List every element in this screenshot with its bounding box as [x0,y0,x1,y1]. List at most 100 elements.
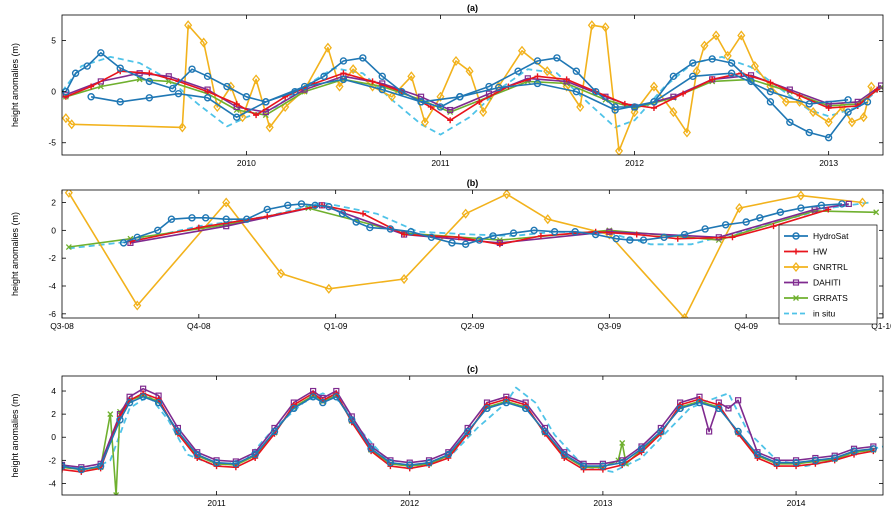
data-point [366,223,374,232]
data-point [97,49,105,57]
legend: HydroSat HW GNRTRL DAHITI GRRATS in situ [778,224,878,325]
data-point [146,70,153,77]
y-tick-label: 2 [51,198,56,208]
data-point [265,122,274,133]
data-point [537,232,544,239]
data-point [67,119,76,130]
data-point [680,230,689,239]
data-point [825,206,832,213]
data-point [530,226,538,235]
x-tick-label: Q4-08 [187,321,211,331]
data-point [572,87,581,96]
legend-marker [793,295,799,301]
data-point [359,54,367,62]
data-point [680,90,687,97]
data-point [709,76,716,83]
data-point [436,103,445,111]
data-point [753,450,762,459]
data-point [406,461,414,469]
data-point [107,411,114,418]
y-tick-label: -2 [48,455,56,465]
data-point [550,228,559,236]
data-point [263,205,271,214]
data-point [463,427,472,436]
legend-marker [792,279,800,286]
data-point [360,210,367,217]
data-point [502,398,511,407]
data-point [401,231,408,238]
data-point [475,236,484,244]
data-point [770,223,777,230]
data-point [825,104,832,111]
data-point [96,462,105,470]
data-point [311,201,319,210]
data-point [773,458,781,467]
data-point [721,221,730,229]
panel-title: (b) [467,178,479,188]
data-point [188,65,196,73]
y-axis-label: height anomalies (m) [10,212,20,296]
legend-label: DAHITI [813,278,841,288]
data-point [174,89,183,98]
data-point [669,72,678,81]
data-point [781,96,790,107]
data-point [669,107,678,118]
data-point [563,76,570,83]
data-point [420,117,429,128]
data-point [727,59,736,67]
data-point [270,427,279,436]
data-point [838,200,846,208]
data-point [534,73,541,80]
y-tick-label: -4 [48,281,56,291]
data-point [62,462,66,470]
data-point [174,427,182,436]
data-point [264,213,271,220]
data-point [553,54,561,62]
data-point [133,300,142,311]
data-point [845,200,852,208]
data-point [145,94,154,102]
data-point [397,87,406,96]
data-point [805,128,813,137]
data-point [242,93,251,101]
data-point [859,112,868,123]
data-point [495,83,503,92]
data-point [252,74,261,85]
x-tick-label: 2012 [625,158,644,168]
data-point [119,239,128,247]
data-point [809,107,818,118]
data-point [766,98,775,106]
data-point [332,393,341,401]
data-point [660,233,668,242]
x-tick-label: Q4-09 [734,321,758,331]
data-point [706,428,713,435]
data-point [222,215,230,223]
data-point [767,79,774,86]
data-point [543,66,552,77]
data-point [348,416,356,424]
legend-label: HydroSat [813,231,849,241]
data-point [451,55,461,67]
data-point [154,226,162,235]
data-point [212,458,221,467]
data-point [633,231,640,238]
series-group [62,385,883,495]
data-point [367,445,375,453]
data-point [88,83,95,90]
data-point [199,37,208,48]
y-tick-label: -6 [48,309,56,319]
data-point [447,106,454,114]
data-point [417,98,425,106]
x-tick-label: 2011 [207,498,226,506]
data-point [465,66,474,77]
data-point [133,233,141,242]
data-point [125,398,134,407]
data-point [533,57,542,65]
data-point [113,492,120,495]
data-point [116,98,124,106]
data-point [223,82,231,91]
panel-c: (c) height anomalies (m) 2011 2012 2013 2014 -… [10,364,884,506]
data-point [339,57,348,65]
data-point [700,40,709,51]
data-point [786,118,794,126]
